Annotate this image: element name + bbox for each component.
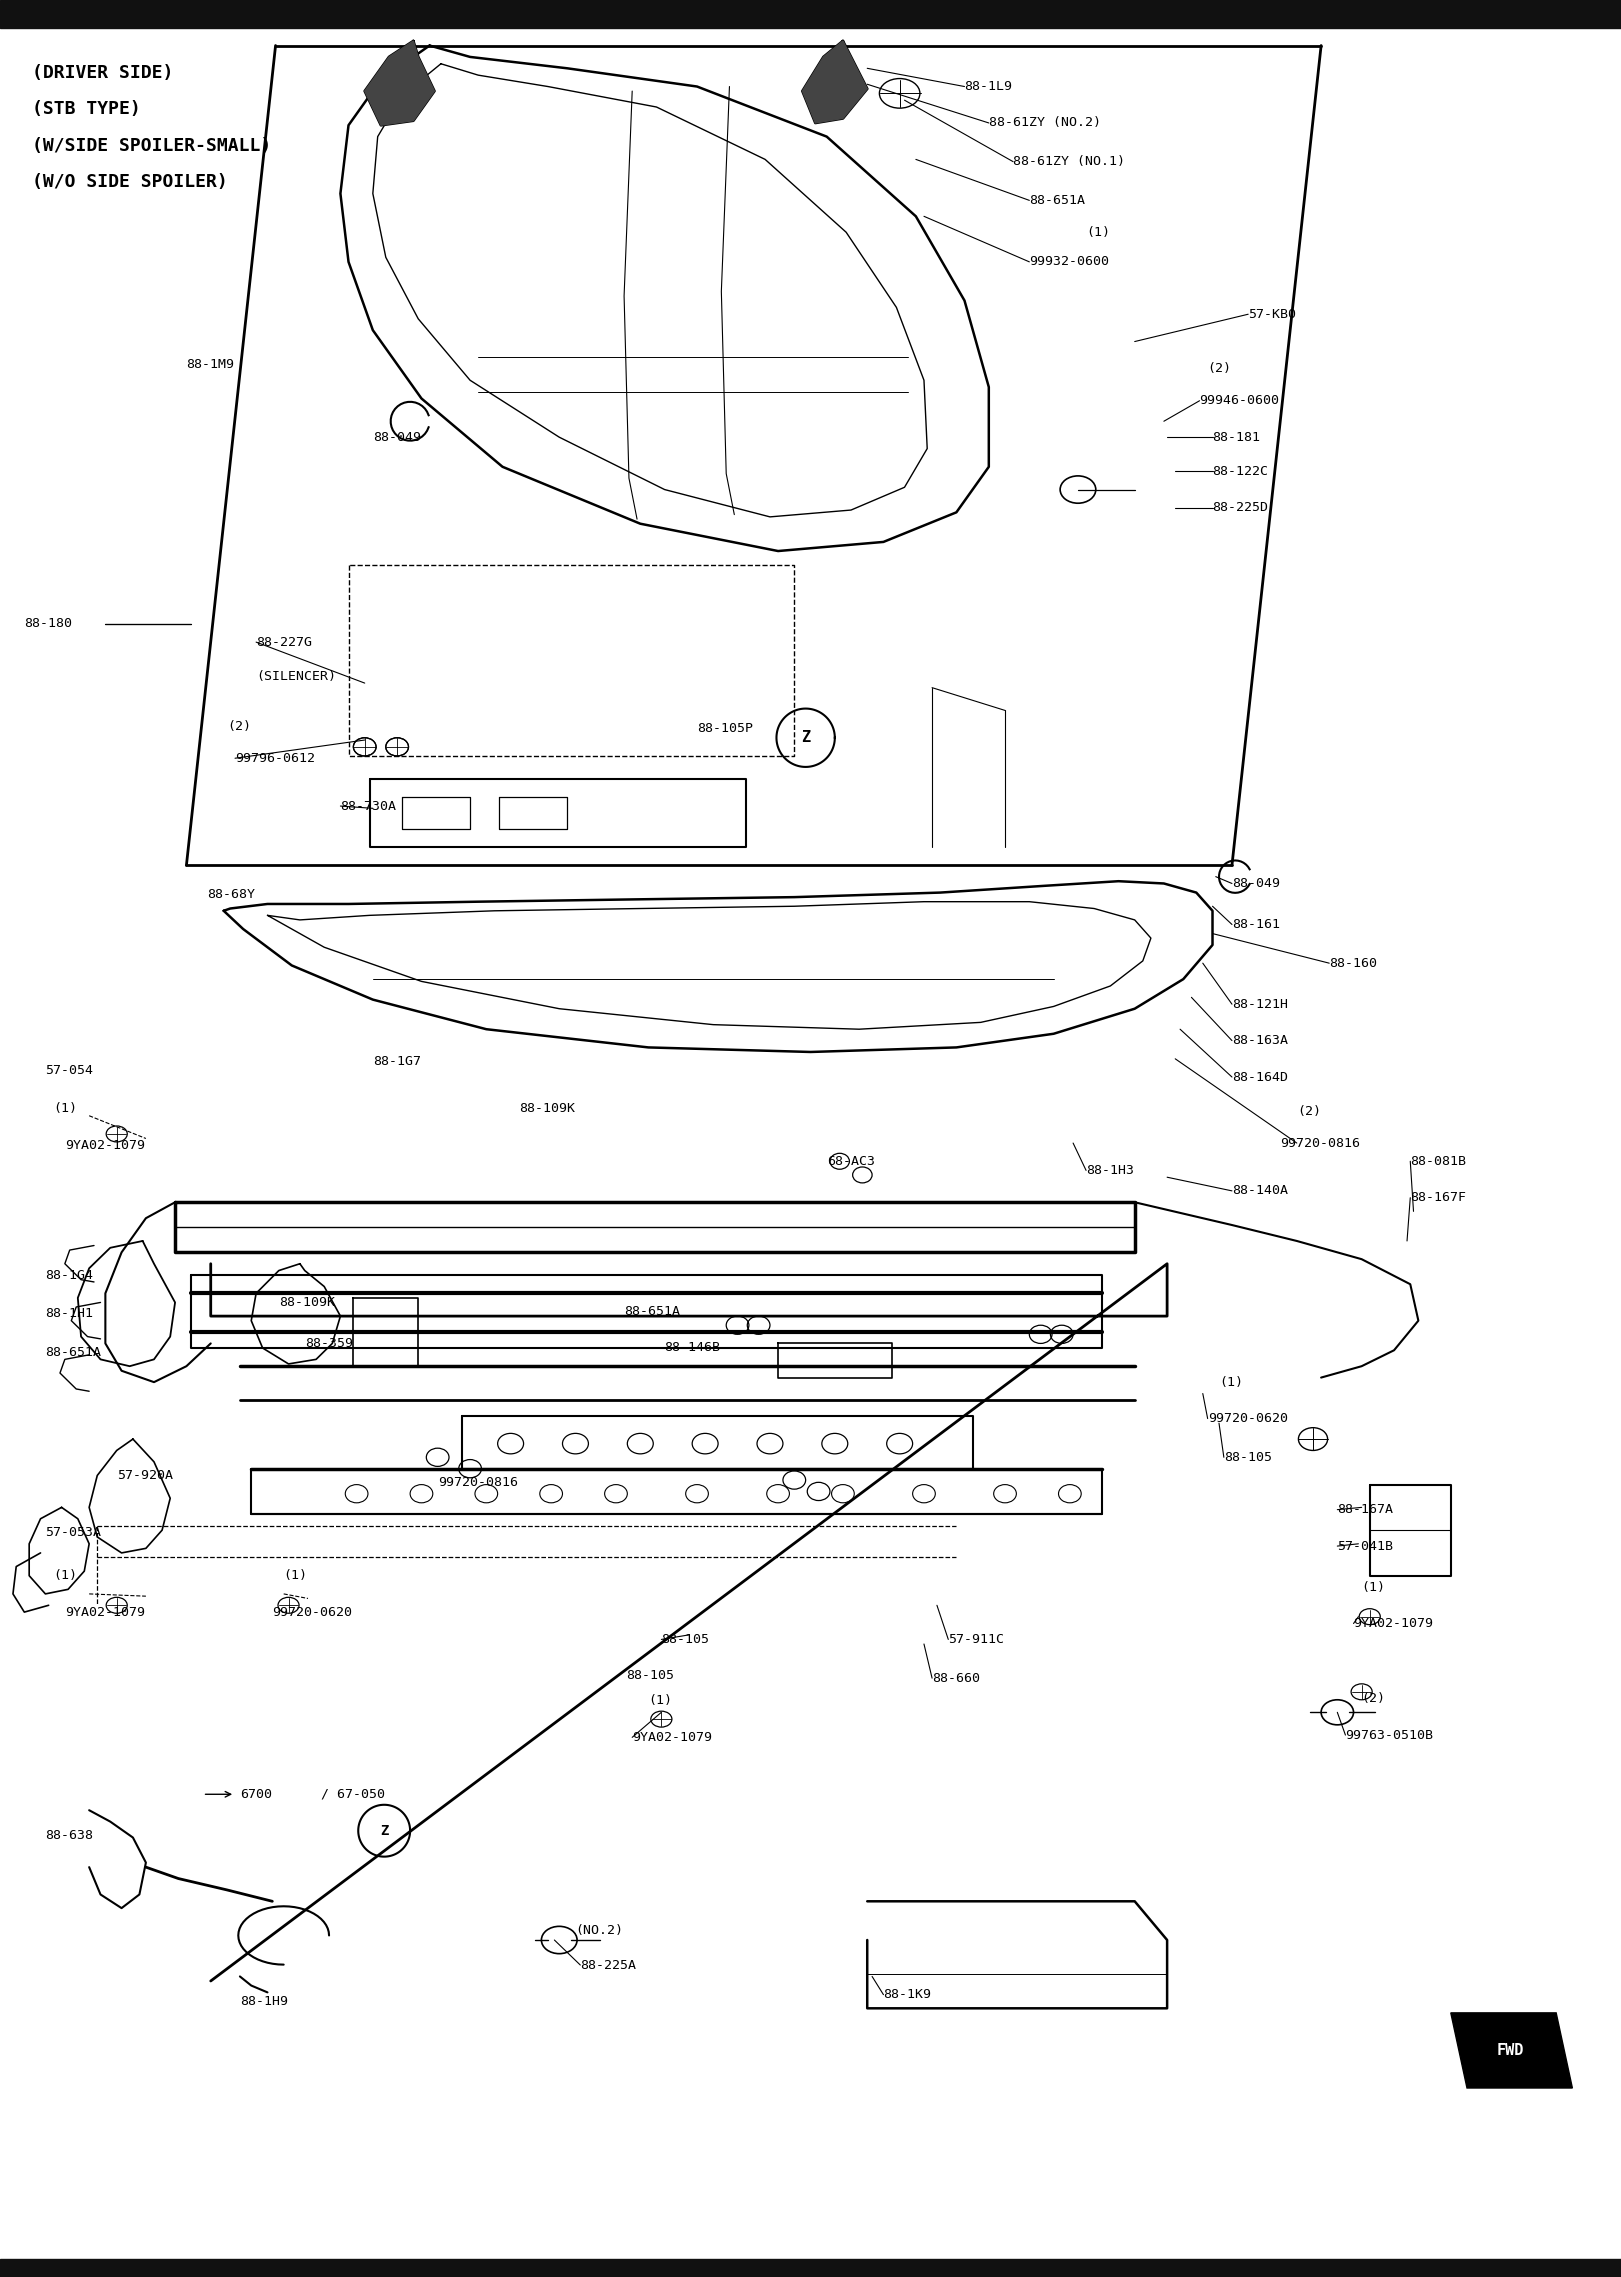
Text: 88-167F: 88-167F: [1410, 1191, 1467, 1205]
Text: 88-660: 88-660: [932, 1671, 981, 1685]
Text: 88-638: 88-638: [45, 1828, 94, 1842]
Text: 99946-0600: 99946-0600: [1200, 394, 1279, 408]
Text: 88-109K: 88-109K: [519, 1102, 575, 1116]
Text: 99796-0612: 99796-0612: [235, 751, 314, 765]
Text: 88-146B: 88-146B: [665, 1341, 721, 1355]
Text: (1): (1): [53, 1102, 78, 1116]
Text: 88-081B: 88-081B: [1410, 1154, 1467, 1168]
Polygon shape: [1451, 2013, 1572, 2088]
Text: 57-054: 57-054: [45, 1063, 94, 1077]
Text: 88-225A: 88-225A: [580, 1958, 637, 1972]
Text: 6700: 6700: [240, 1787, 272, 1801]
Text: (2): (2): [1208, 362, 1232, 376]
Text: 88-68Y: 88-68Y: [207, 888, 256, 902]
Text: (1): (1): [648, 1694, 673, 1708]
Text: 88-225D: 88-225D: [1213, 501, 1269, 515]
Text: 88-163A: 88-163A: [1232, 1034, 1289, 1047]
Text: 88-651A: 88-651A: [624, 1305, 681, 1318]
Text: (1): (1): [284, 1569, 308, 1583]
Text: 88-122C: 88-122C: [1213, 465, 1269, 478]
Text: Z: Z: [379, 1824, 389, 1838]
Text: 68-AC3: 68-AC3: [827, 1154, 875, 1168]
Text: (1): (1): [1086, 225, 1110, 239]
Text: 88-1H9: 88-1H9: [240, 1995, 289, 2008]
Text: FWD: FWD: [1498, 2042, 1524, 2058]
Text: 88-1H1: 88-1H1: [45, 1307, 94, 1321]
Text: 88-105P: 88-105P: [697, 722, 754, 735]
Text: (W/SIDE SPOILER-SMALL): (W/SIDE SPOILER-SMALL): [32, 137, 272, 155]
Text: (2): (2): [1362, 1692, 1386, 1705]
Text: 88-049: 88-049: [373, 430, 421, 444]
Text: (NO.2): (NO.2): [575, 1924, 624, 1938]
Text: 88-121H: 88-121H: [1232, 997, 1289, 1011]
Text: 88-61ZY (NO.2): 88-61ZY (NO.2): [989, 116, 1101, 130]
Text: 88-1L9: 88-1L9: [964, 80, 1013, 93]
Text: 88-180: 88-180: [24, 617, 73, 631]
Text: 99720-0620: 99720-0620: [272, 1605, 352, 1619]
Text: 88-1G4: 88-1G4: [45, 1268, 94, 1282]
Text: (1): (1): [1362, 1580, 1386, 1594]
Text: 9YA02-1079: 9YA02-1079: [65, 1605, 144, 1619]
Text: 88-105: 88-105: [661, 1633, 710, 1646]
Text: (W/O SIDE SPOILER): (W/O SIDE SPOILER): [32, 173, 229, 191]
Text: 88-109K: 88-109K: [279, 1296, 336, 1309]
Text: 57-911C: 57-911C: [948, 1633, 1005, 1646]
Text: 99720-0816: 99720-0816: [438, 1475, 517, 1489]
Text: 88-651A: 88-651A: [1029, 194, 1086, 207]
Text: (STB TYPE): (STB TYPE): [32, 100, 141, 118]
Text: 88-140A: 88-140A: [1232, 1184, 1289, 1198]
Text: 9YA02-1079: 9YA02-1079: [65, 1138, 144, 1152]
Polygon shape: [802, 41, 867, 123]
Text: 9YA02-1079: 9YA02-1079: [1354, 1617, 1433, 1630]
Text: 88-1H3: 88-1H3: [1086, 1164, 1135, 1177]
Bar: [0, 2259, 1621, 2277]
Polygon shape: [365, 41, 434, 125]
Text: 99720-0816: 99720-0816: [1281, 1136, 1360, 1150]
Text: 88-164D: 88-164D: [1232, 1070, 1289, 1084]
Text: 88-227G: 88-227G: [256, 635, 313, 649]
Text: 88-61ZY (NO.1): 88-61ZY (NO.1): [1013, 155, 1125, 168]
Text: 88-160: 88-160: [1329, 956, 1378, 970]
Text: 88-1K9: 88-1K9: [883, 1988, 932, 2001]
Text: 9YA02-1079: 9YA02-1079: [632, 1731, 712, 1744]
Text: 57-KB0: 57-KB0: [1248, 307, 1297, 321]
Text: (SILENCER): (SILENCER): [256, 669, 336, 683]
Text: 88-359: 88-359: [305, 1337, 353, 1350]
Text: / 67-050: / 67-050: [321, 1787, 384, 1801]
Text: 88-181: 88-181: [1213, 430, 1261, 444]
Text: 57-041B: 57-041B: [1337, 1539, 1394, 1553]
Text: 88-105: 88-105: [626, 1669, 674, 1683]
Text: 88-167A: 88-167A: [1337, 1503, 1394, 1516]
Text: 88-161: 88-161: [1232, 918, 1281, 931]
Text: (1): (1): [53, 1569, 78, 1583]
Text: 88-730A: 88-730A: [340, 799, 397, 813]
Bar: [0, 0, 1621, 27]
Text: 88-651A: 88-651A: [45, 1346, 102, 1359]
Text: 88-1G7: 88-1G7: [373, 1054, 421, 1068]
Text: (DRIVER SIDE): (DRIVER SIDE): [32, 64, 173, 82]
Text: (2): (2): [227, 720, 251, 733]
Text: 99763-0510B: 99763-0510B: [1345, 1728, 1433, 1742]
Text: 57-920A: 57-920A: [117, 1469, 173, 1482]
Text: 99932-0600: 99932-0600: [1029, 255, 1109, 269]
Text: 88-049: 88-049: [1232, 877, 1281, 890]
Text: 88-105: 88-105: [1224, 1450, 1272, 1464]
Text: 99720-0620: 99720-0620: [1208, 1412, 1287, 1425]
Text: 57-053A: 57-053A: [45, 1526, 102, 1539]
Text: 88-1M9: 88-1M9: [186, 357, 235, 371]
Text: Z: Z: [801, 731, 810, 745]
Text: (2): (2): [1297, 1104, 1321, 1118]
Text: (1): (1): [1219, 1375, 1243, 1389]
